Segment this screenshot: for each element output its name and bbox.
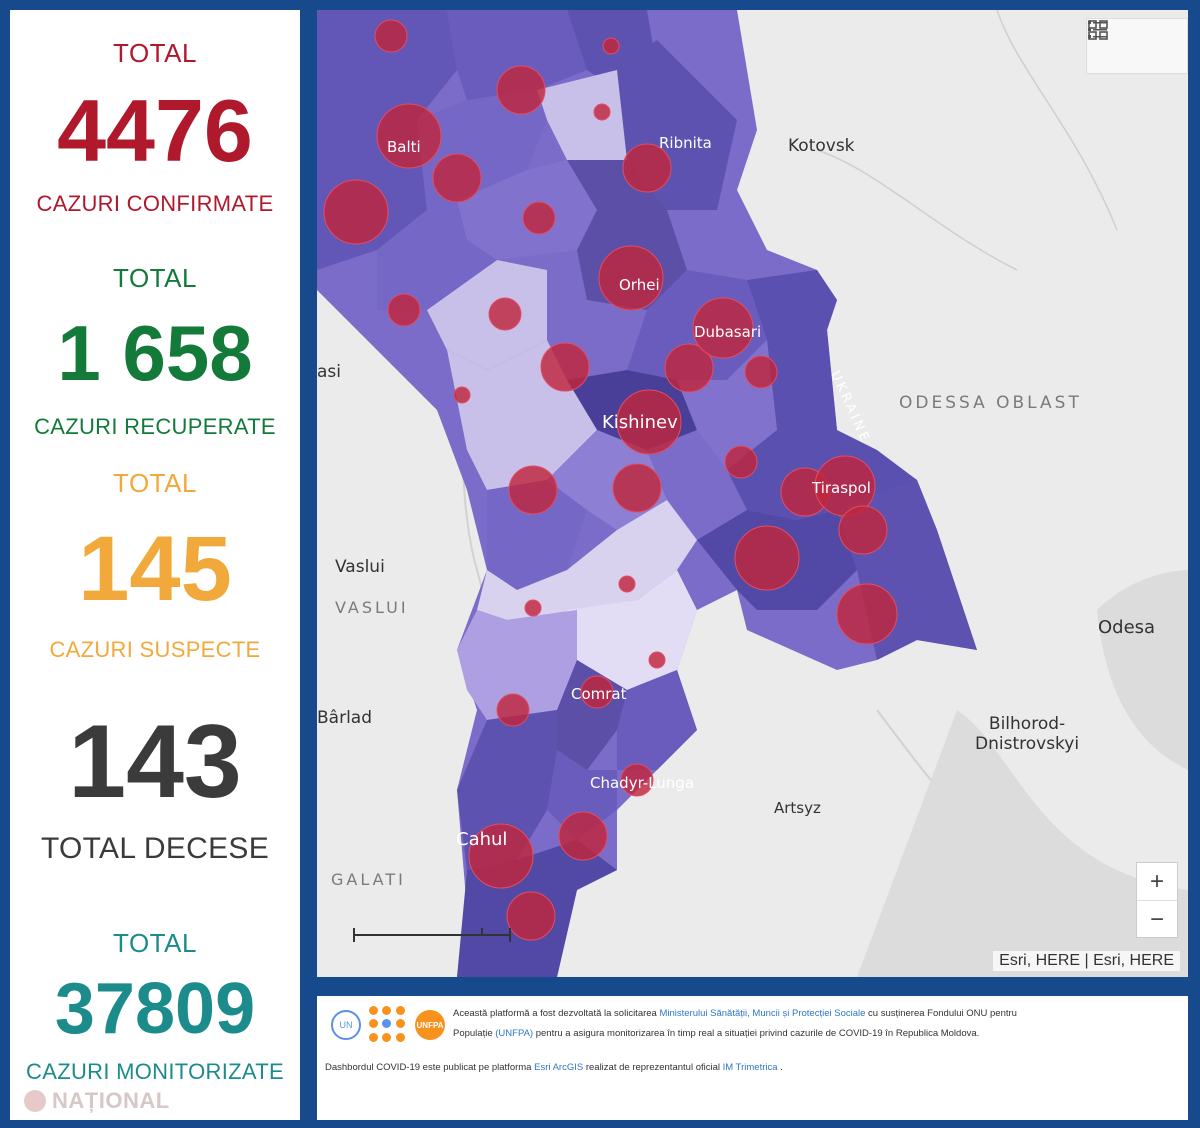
map-attribution: Esri, HERE | Esri, HERE bbox=[993, 951, 1180, 971]
monitored-total-label: TOTAL bbox=[113, 928, 197, 958]
map-label-vaslui: Vaslui bbox=[335, 557, 385, 577]
zoom-out-button[interactable]: − bbox=[1149, 906, 1164, 933]
partner-logos: UN UNFPA bbox=[331, 1006, 445, 1044]
unfpa-logo: UNFPA bbox=[415, 1010, 445, 1040]
national-watermark: NAȚIONAL bbox=[24, 1088, 170, 1114]
confirmed-label: CAZURI CONFIRMATE bbox=[36, 191, 274, 216]
map-label-tiraspol: Tiraspol bbox=[812, 479, 871, 497]
map-label-iasi: asi bbox=[317, 362, 341, 382]
deaths-count: 143 bbox=[68, 704, 242, 820]
map-label-barlad: Bârlad bbox=[317, 708, 373, 728]
map-label-comrat: Comrat bbox=[571, 685, 627, 703]
map-label-kotovsk: Kotovsk bbox=[788, 136, 855, 156]
map-label-galati: GALATI bbox=[331, 870, 406, 889]
esri-arcgis-link[interactable]: Esri ArcGIS bbox=[534, 1062, 584, 1073]
map-label-ribnita: Ribnita bbox=[659, 134, 712, 152]
map-label-balti: Balti bbox=[387, 138, 421, 156]
map-label-dubasari: Dubasari bbox=[694, 323, 762, 341]
monitored-cases-stat: TOTAL 37809 CAZURI MONITORIZATE bbox=[10, 928, 300, 1085]
suspected-cases-stat: TOTAL 145 CAZURI SUSPECTE bbox=[10, 468, 300, 663]
map-view[interactable]: Balti Ribnita Kotovsk Orhei Dubasari asi… bbox=[317, 10, 1188, 977]
case-bubbles bbox=[323, 19, 898, 941]
map-label-bilhorod: Bilhorod- Dnistrovskyi bbox=[975, 714, 1080, 754]
recovered-total-label: TOTAL bbox=[113, 263, 197, 293]
map-label-odessa-oblast: ODESSA OBLAST bbox=[899, 393, 1082, 413]
confirmed-total-label: TOTAL bbox=[113, 38, 197, 68]
map-label-artsyz: Artsyz bbox=[774, 799, 821, 817]
map-label-orhei: Orhei bbox=[619, 276, 660, 294]
deaths-label: TOTAL DECESE bbox=[40, 832, 270, 865]
suspected-count: 145 bbox=[78, 518, 232, 620]
unfpa-dots-icon bbox=[369, 1006, 407, 1044]
unfpa-link[interactable]: (UNFPA) bbox=[495, 1028, 534, 1039]
confirmed-count: 4476 bbox=[57, 81, 253, 180]
suspected-total-label: TOTAL bbox=[113, 468, 197, 498]
un-logo: UN bbox=[331, 1010, 361, 1040]
footer-panel: UN UNFPA Această platformă a fost dezvol… bbox=[317, 996, 1188, 1120]
stats-panel: TOTAL 4476 CAZURI CONFIRMATE TOTAL 1 658… bbox=[10, 10, 300, 1120]
footer-text-line-3: Dashbordul COVID-19 este publicat pe pla… bbox=[325, 1062, 783, 1073]
zoom-control: + − bbox=[1136, 862, 1178, 938]
ministry-link[interactable]: Ministerului Sănătății, Muncii și Protec… bbox=[659, 1008, 866, 1019]
confirmed-cases-stat: TOTAL 4476 CAZURI CONFIRMATE bbox=[10, 38, 300, 217]
map-label-vaslui-region: VASLUI bbox=[335, 598, 409, 617]
map-label-chadyr-lunga: Chadyr-Lunga bbox=[590, 774, 695, 792]
basemap-gallery-icon[interactable] bbox=[1088, 20, 1176, 60]
zoom-in-button[interactable]: + bbox=[1137, 863, 1177, 901]
map-toolbar bbox=[1086, 18, 1188, 74]
suspected-label: CAZURI SUSPECTE bbox=[49, 637, 261, 662]
recovered-cases-stat: TOTAL 1 658 CAZURI RECUPERATE bbox=[10, 263, 300, 440]
map-label-cahul: Cahul bbox=[456, 829, 508, 850]
trimetrica-link[interactable]: IM Trimetrica bbox=[722, 1062, 778, 1073]
map-label-odesa: Odesa bbox=[1098, 617, 1156, 638]
scale-bar bbox=[353, 928, 511, 942]
footer-text-line-1: Această platformă a fost dezvoltată la s… bbox=[453, 1008, 1017, 1039]
un-emblem-icon: UN bbox=[331, 1010, 361, 1040]
monitored-label: CAZURI MONITORIZATE bbox=[26, 1059, 284, 1084]
monitored-count: 37809 bbox=[54, 969, 256, 1049]
recovered-label: CAZURI RECUPERATE bbox=[34, 414, 276, 439]
map-label-kishinev: Kishinev bbox=[602, 412, 678, 433]
choropleth-map bbox=[317, 10, 1188, 977]
recovered-count: 1 658 bbox=[57, 309, 253, 397]
deaths-stat: 143 TOTAL DECESE bbox=[10, 710, 300, 866]
